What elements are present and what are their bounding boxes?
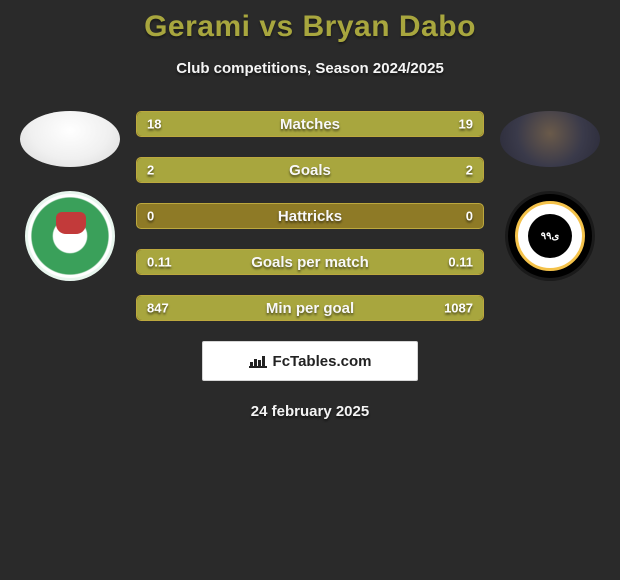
chart-icon [249,354,267,368]
stat-value-left: 2 [147,163,154,178]
infographic-root: Gerami vs Bryan Dabo Club competitions, … [0,0,620,420]
club-badge-right: ی۹۹ [505,191,595,281]
stat-value-left: 18 [147,117,161,132]
stat-bar: Hattricks 0 0 [136,203,484,229]
player-right-photo [500,111,600,167]
club-badge-right-ring: ی۹۹ [515,201,585,271]
player-left-column [10,111,130,281]
stat-bar: Goals per match 0.11 0.11 [136,249,484,275]
watermark-text: FcTables.com [273,353,372,370]
stat-label: Min per goal [266,300,354,317]
stat-value-right: 0.11 [448,255,473,270]
stat-value-left: 0 [147,209,154,224]
club-badge-right-inner: ی۹۹ [528,214,572,258]
stats-column: Matches 18 19 Goals 2 2 Hattricks 0 0 Goals per m… [136,111,484,321]
stat-value-left: 847 [147,301,169,316]
stat-value-right: 2 [466,163,473,178]
stat-value-right: 0 [466,209,473,224]
main-row: Matches 18 19 Goals 2 2 Hattricks 0 0 Goals per m… [0,111,620,321]
stat-label: Goals per match [251,254,369,271]
stat-label: Goals [289,162,331,179]
player-left-photo [20,111,120,167]
watermark: FcTables.com [202,341,418,381]
page-subtitle: Club competitions, Season 2024/2025 [176,60,444,77]
stat-bar: Matches 18 19 [136,111,484,137]
stat-fill-right [310,158,483,182]
stat-bar: Min per goal 847 1087 [136,295,484,321]
date-line: 24 february 2025 [251,403,369,420]
player-right-column: ی۹۹ [490,111,610,281]
stat-label: Matches [280,116,340,133]
stat-value-right: 1087 [444,301,473,316]
stat-label: Hattricks [278,208,342,225]
stat-bar: Goals 2 2 [136,157,484,183]
page-title: Gerami vs Bryan Dabo [144,10,476,44]
club-badge-left [25,191,115,281]
stat-value-right: 19 [459,117,473,132]
stat-fill-left [137,158,310,182]
stat-value-left: 0.11 [147,255,172,270]
